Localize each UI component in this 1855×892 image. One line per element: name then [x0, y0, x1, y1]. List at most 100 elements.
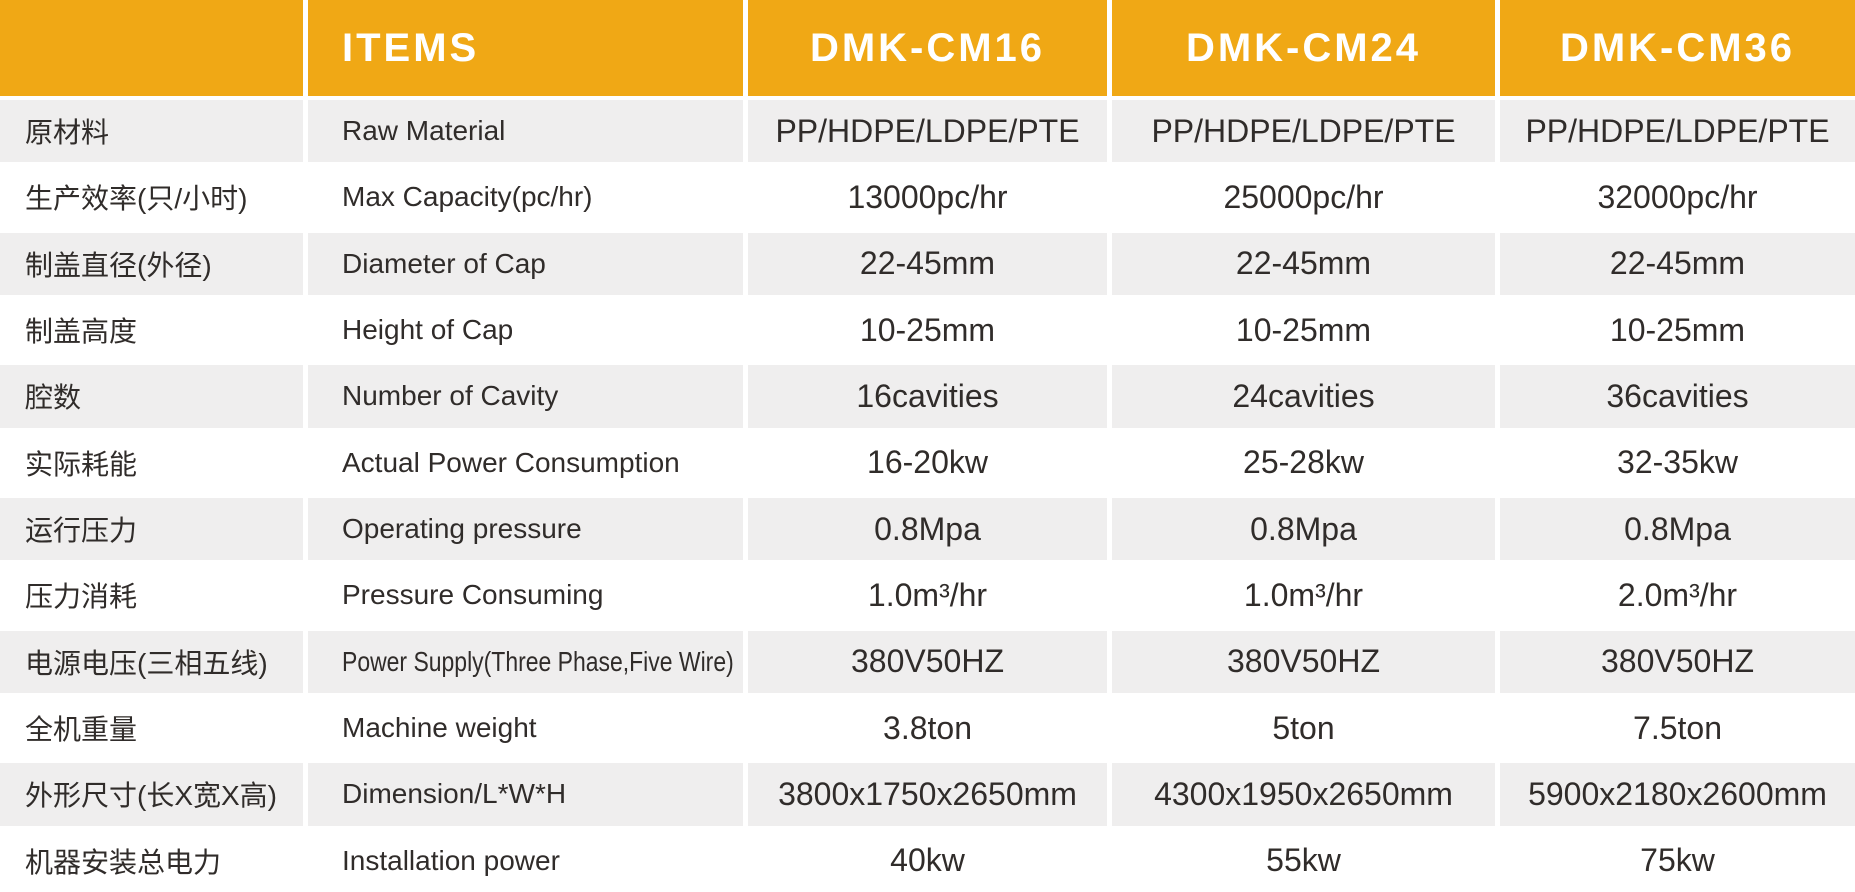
row-label-cn: 运行压力	[0, 497, 303, 561]
row-label-cn: 电源电压(三相五线)	[0, 630, 303, 693]
value-text: 10-25mm	[1235, 311, 1372, 348]
value-text: 36cavities	[1606, 377, 1749, 414]
row-label-cn-text: 机器安装总电力	[25, 846, 222, 878]
value-cell: 22-45mm	[1500, 232, 1855, 295]
row-label-cn-text: 运行压力	[25, 515, 138, 547]
value-text: 24cavities	[1232, 377, 1375, 414]
row-label-en-text: Diameter of Cap	[342, 247, 546, 279]
value-text: 1.0m³/hr	[867, 576, 988, 613]
row-label-en: Actual Power Consumption	[308, 431, 743, 494]
row-label-en-text: Machine weight	[342, 712, 537, 744]
row-label-en: Operating pressure	[308, 497, 743, 561]
value-cell: 380V50HZ	[1500, 630, 1855, 693]
header-items-label: ITEMS	[342, 25, 480, 70]
row-label-cn-text: 制盖高度	[25, 316, 138, 348]
value-text: 4300x1950x2650mm	[1154, 775, 1453, 812]
row-label-cn: 腔数	[0, 365, 303, 428]
value-cell: 0.8Mpa	[1112, 497, 1495, 561]
row-label-en-text: Pressure Consuming	[342, 579, 604, 611]
value-cell: 25000pc/hr	[1112, 166, 1495, 229]
value-cell: PP/HDPE/LDPE/PTE	[1112, 100, 1495, 163]
value-cell: 24cavities	[1112, 365, 1495, 428]
header-model-dmk-cm24: DMK-CM24	[1112, 0, 1495, 96]
row-label-en-text: Height of Cap	[342, 314, 514, 346]
value-cell: 16cavities	[748, 365, 1107, 428]
value-cell: 16-20kw	[748, 431, 1107, 494]
value-cell: 25-28kw	[1112, 431, 1495, 494]
value-cell: 36cavities	[1500, 365, 1855, 428]
header-model-dmk-cm36: DMK-CM36	[1500, 0, 1855, 96]
value-text: PP/HDPE/LDPE/PTE	[775, 112, 1080, 149]
value-text: 0.8Mpa	[874, 510, 981, 547]
header-items-cell: ITEMS	[308, 0, 743, 96]
value-cell: 1.0m³/hr	[748, 564, 1107, 627]
value-text: 32000pc/hr	[1597, 178, 1758, 215]
value-cell: 32-35kw	[1500, 431, 1855, 494]
value-text: 0.8Mpa	[1624, 510, 1731, 547]
row-label-cn-text: 压力消耗	[25, 581, 138, 613]
header-model-dmk-cm16: DMK-CM16	[748, 0, 1107, 96]
row-label-en: Installation power	[308, 829, 743, 892]
row-label-en-text: Dimension/L*W*H	[342, 778, 567, 810]
row-label-cn-text: 生产效率(只/小时)	[25, 183, 248, 215]
value-text: 0.8Mpa	[1250, 510, 1357, 547]
value-cell: 10-25mm	[1112, 298, 1495, 362]
row-label-en: Raw Material	[308, 100, 743, 163]
value-cell: 75kw	[1500, 829, 1855, 892]
value-cell: 3800x1750x2650mm	[748, 763, 1107, 826]
value-cell: 10-25mm	[1500, 298, 1855, 362]
value-text: 10-25mm	[1609, 311, 1746, 348]
row-label-en: Dimension/L*W*H	[308, 763, 743, 826]
value-text: 40kw	[890, 842, 965, 879]
value-text: 22-45mm	[859, 245, 996, 282]
value-text: 3.8ton	[883, 709, 972, 746]
row-label-cn: 全机重量	[0, 696, 303, 760]
row-label-cn-text: 制盖直径(外径)	[25, 249, 212, 281]
value-text: 7.5ton	[1633, 709, 1722, 746]
row-label-en: Max Capacity(pc/hr)	[308, 166, 743, 229]
row-label-en-text: Max Capacity(pc/hr)	[342, 181, 593, 213]
value-text: 22-45mm	[1609, 245, 1746, 282]
header-model-label: DMK-CM16	[809, 25, 1046, 70]
value-cell: 5900x2180x2600mm	[1500, 763, 1855, 826]
value-text: 2.0m³/hr	[1617, 576, 1738, 613]
row-label-cn: 制盖高度	[0, 298, 303, 362]
value-text: 380V50HZ	[851, 643, 1004, 680]
value-cell: 5ton	[1112, 696, 1495, 760]
header-model-label: DMK-CM24	[1185, 25, 1422, 70]
value-text: 75kw	[1640, 842, 1715, 879]
row-label-en-text: Number of Cavity	[342, 380, 559, 412]
row-label-cn: 制盖直径(外径)	[0, 232, 303, 295]
value-cell: 13000pc/hr	[748, 166, 1107, 229]
row-label-cn: 机器安装总电力	[0, 829, 303, 892]
value-cell: 22-45mm	[748, 232, 1107, 295]
row-label-en: Pressure Consuming	[308, 564, 743, 627]
value-text: 25000pc/hr	[1223, 178, 1384, 215]
value-text: 55kw	[1266, 842, 1341, 879]
value-cell: 7.5ton	[1500, 696, 1855, 760]
value-text: 5ton	[1272, 709, 1335, 746]
header-corner-cell	[0, 0, 303, 96]
value-cell: 0.8Mpa	[1500, 497, 1855, 561]
value-cell: 2.0m³/hr	[1500, 564, 1855, 627]
value-text: 1.0m³/hr	[1243, 576, 1364, 613]
value-cell: 40kw	[748, 829, 1107, 892]
row-label-cn: 压力消耗	[0, 564, 303, 627]
value-text: PP/HDPE/LDPE/PTE	[1151, 112, 1456, 149]
row-label-en: Power Supply(Three Phase,Five Wire)	[308, 630, 743, 693]
value-cell: 0.8Mpa	[748, 497, 1107, 561]
row-label-cn-text: 外形尺寸(长X宽X高)	[25, 780, 278, 812]
row-label-cn: 实际耗能	[0, 431, 303, 494]
value-cell: 10-25mm	[748, 298, 1107, 362]
row-label-en: Number of Cavity	[308, 365, 743, 428]
value-cell: 3.8ton	[748, 696, 1107, 760]
row-label-cn: 原材料	[0, 100, 303, 163]
value-cell: PP/HDPE/LDPE/PTE	[748, 100, 1107, 163]
value-text: 380V50HZ	[1227, 643, 1380, 680]
row-label-cn-text: 实际耗能	[25, 448, 138, 480]
row-label-en-text: Power Supply(Three Phase,Five Wire)	[342, 645, 734, 677]
row-label-en: Diameter of Cap	[308, 232, 743, 295]
header-model-label: DMK-CM36	[1559, 25, 1796, 70]
value-text: 32-35kw	[1617, 444, 1738, 481]
